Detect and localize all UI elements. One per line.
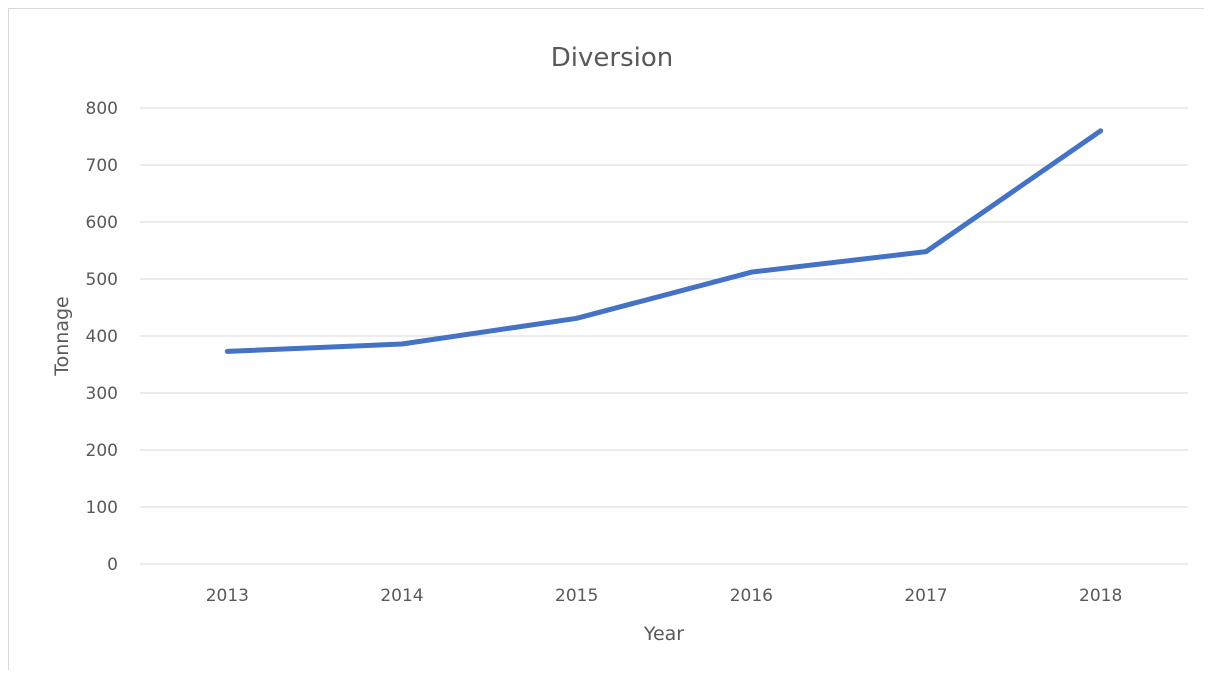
y-tick-label: 200 xyxy=(86,441,118,461)
y-tick-label: 600 xyxy=(86,213,118,233)
series-line xyxy=(224,128,1104,354)
x-tick-label: 2016 xyxy=(730,586,773,606)
y-tick-label: 0 xyxy=(107,555,118,575)
x-tick-label: 2015 xyxy=(555,586,598,606)
x-tick-label: 2013 xyxy=(206,586,249,606)
x-tick-label: 2017 xyxy=(904,586,947,606)
x-tick-label: 2014 xyxy=(380,586,423,606)
y-axis-ticks: 0 100 200 300 400 500 600 700 800 xyxy=(86,99,118,575)
x-axis-ticks: 2013 2014 2015 2016 2017 2018 xyxy=(206,586,1123,606)
x-tick-label: 2018 xyxy=(1079,586,1122,606)
series-group xyxy=(224,128,1104,354)
y-tick-label: 800 xyxy=(86,99,118,119)
y-axis-title: Tonnage xyxy=(51,296,73,376)
y-tick-label: 700 xyxy=(86,156,118,176)
y-tick-label: 500 xyxy=(86,270,118,290)
x-axis-title: Year xyxy=(643,623,684,645)
chart-title: Diversion xyxy=(551,43,673,73)
y-tick-label: 400 xyxy=(86,327,118,347)
gridlines xyxy=(140,107,1188,565)
y-tick-label: 300 xyxy=(86,384,118,404)
y-tick-label: 100 xyxy=(86,498,118,518)
chart-frame xyxy=(8,8,1204,670)
